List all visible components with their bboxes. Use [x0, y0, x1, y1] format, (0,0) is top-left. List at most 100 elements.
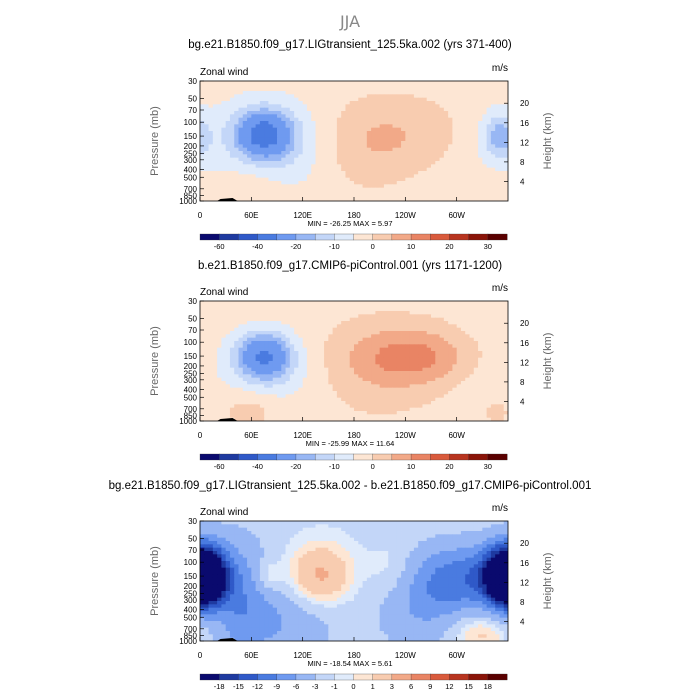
colorbar-swatch [257, 233, 278, 241]
colorbar-swatch [295, 453, 316, 461]
pressure-tick-label: 100 [184, 338, 198, 347]
height-tick-label: 16 [520, 559, 529, 568]
colorbar-label: 18 [484, 682, 492, 691]
pressure-tick-label: 200 [184, 142, 198, 151]
height-tick-label: 16 [520, 339, 529, 348]
colorbar-swatch [295, 233, 316, 241]
pressure-tick-label: 100 [184, 558, 198, 567]
colorbar-label: 0 [351, 682, 355, 691]
pressure-tick-label: 30 [188, 297, 197, 306]
height-tick-label: 12 [520, 578, 529, 587]
colorbar-swatch [391, 673, 412, 681]
colorbar-label: 1 [371, 682, 375, 691]
colorbar-label: -60 [214, 242, 225, 251]
panel-3: bg.e21.B1850.f09_g17.LIGtransient_125.5k… [109, 480, 592, 691]
colorbar-swatch [276, 673, 297, 681]
pressure-tick-label: 250 [184, 370, 198, 379]
pressure-tick-label: 150 [184, 352, 198, 361]
colorbar-swatch [468, 453, 489, 461]
colorbar-label: -6 [293, 682, 300, 691]
contour-field [200, 521, 508, 641]
pressure-tick-label: 300 [184, 156, 198, 165]
pressure-tick-label: 50 [188, 314, 197, 323]
colorbar-swatch [199, 233, 220, 241]
colorbar-swatch [334, 233, 354, 241]
colorbar-label: -20 [291, 462, 302, 471]
colorbar-swatch [353, 673, 374, 681]
colorbar-swatch [257, 453, 278, 461]
colorbar-label: -20 [291, 242, 302, 251]
height-tick-label: 4 [520, 397, 525, 406]
height-tick-label: 20 [520, 539, 529, 548]
colorbar-label: -15 [233, 682, 244, 691]
lon-tick-label: 120E [293, 651, 312, 660]
min-max-stats: MIN = -18.54 MAX = 5.61 [307, 659, 392, 668]
variable-label: Zonal wind [200, 67, 248, 78]
pressure-tick-label: 70 [188, 106, 197, 115]
colorbar-swatch [487, 673, 508, 681]
height-tick-label: 16 [520, 119, 529, 128]
pressure-tick-label: 250 [184, 150, 198, 159]
lon-tick-label: 180 [347, 431, 361, 440]
height-tick-label: 20 [520, 99, 529, 108]
colorbar-label: 0 [371, 462, 375, 471]
colorbar-label: 6 [409, 682, 413, 691]
lon-tick-label: 60W [448, 431, 465, 440]
colorbar-label: -3 [312, 682, 319, 691]
lon-tick-label: 180 [347, 651, 361, 660]
units-label: m/s [492, 63, 508, 74]
colorbar-label: 10 [407, 242, 415, 251]
min-max-stats: MIN = -25.99 MAX = 11.64 [306, 439, 395, 448]
y-axis-label-left: Pressure (mb) [149, 546, 161, 616]
colorbar-swatch [372, 233, 393, 241]
colorbar-swatch [238, 233, 259, 241]
colorbar-swatch [238, 453, 259, 461]
lon-tick-label: 60E [244, 431, 258, 440]
pressure-tick-label: 700 [184, 625, 198, 634]
colorbar-swatch [314, 673, 335, 681]
colorbar-swatch [334, 453, 354, 461]
pressure-tick-label: 200 [184, 362, 198, 371]
colorbar-label: -10 [329, 462, 340, 471]
height-tick-label: 8 [520, 598, 525, 607]
colorbar-swatch [238, 673, 259, 681]
pressure-tick-label: 30 [188, 77, 197, 86]
pressure-tick-label: 150 [184, 572, 198, 581]
pressure-tick-label: 1000 [179, 417, 197, 426]
colorbar-swatch [199, 673, 220, 681]
colorbar-swatch [410, 673, 431, 681]
units-label: m/s [492, 503, 508, 514]
pressure-tick-label: 400 [184, 606, 198, 615]
colorbar-label: -9 [273, 682, 280, 691]
colorbar-swatch [449, 673, 470, 681]
contour-field [200, 81, 508, 201]
pressure-tick-label: 700 [184, 405, 198, 414]
lon-tick-label: 0 [198, 211, 203, 220]
pressure-tick-label: 1000 [179, 637, 197, 646]
lon-tick-label: 120E [293, 211, 312, 220]
colorbar-swatch [353, 233, 374, 241]
lon-tick-label: 60W [448, 211, 465, 220]
lon-tick-label: 120W [395, 431, 416, 440]
lon-tick-label: 120E [293, 431, 312, 440]
colorbar-label: -60 [214, 462, 225, 471]
colorbar-swatch [468, 673, 489, 681]
y-axis-label-right: Height (km) [542, 333, 554, 390]
variable-label: Zonal wind [200, 507, 248, 518]
pressure-tick-label: 400 [184, 386, 198, 395]
colorbar-label: 0 [371, 242, 375, 251]
topography [217, 418, 238, 421]
panel-2: b.e21.B1850.f09_g17.CMIP6-piControl.001 … [149, 260, 554, 471]
height-tick-label: 8 [520, 378, 525, 387]
pressure-tick-label: 70 [188, 326, 197, 335]
colorbar-swatch [353, 453, 374, 461]
season-title: JJA [339, 12, 360, 31]
colorbar-swatch [449, 453, 470, 461]
lon-tick-label: 60E [244, 211, 258, 220]
colorbar-swatch [199, 453, 220, 461]
panel-title: bg.e21.B1850.f09_g17.LIGtransient_125.5k… [188, 39, 512, 51]
height-tick-label: 4 [520, 177, 525, 186]
pressure-tick-label: 400 [184, 166, 198, 175]
pressure-tick-label: 50 [188, 534, 197, 543]
lon-tick-label: 60E [244, 651, 258, 660]
